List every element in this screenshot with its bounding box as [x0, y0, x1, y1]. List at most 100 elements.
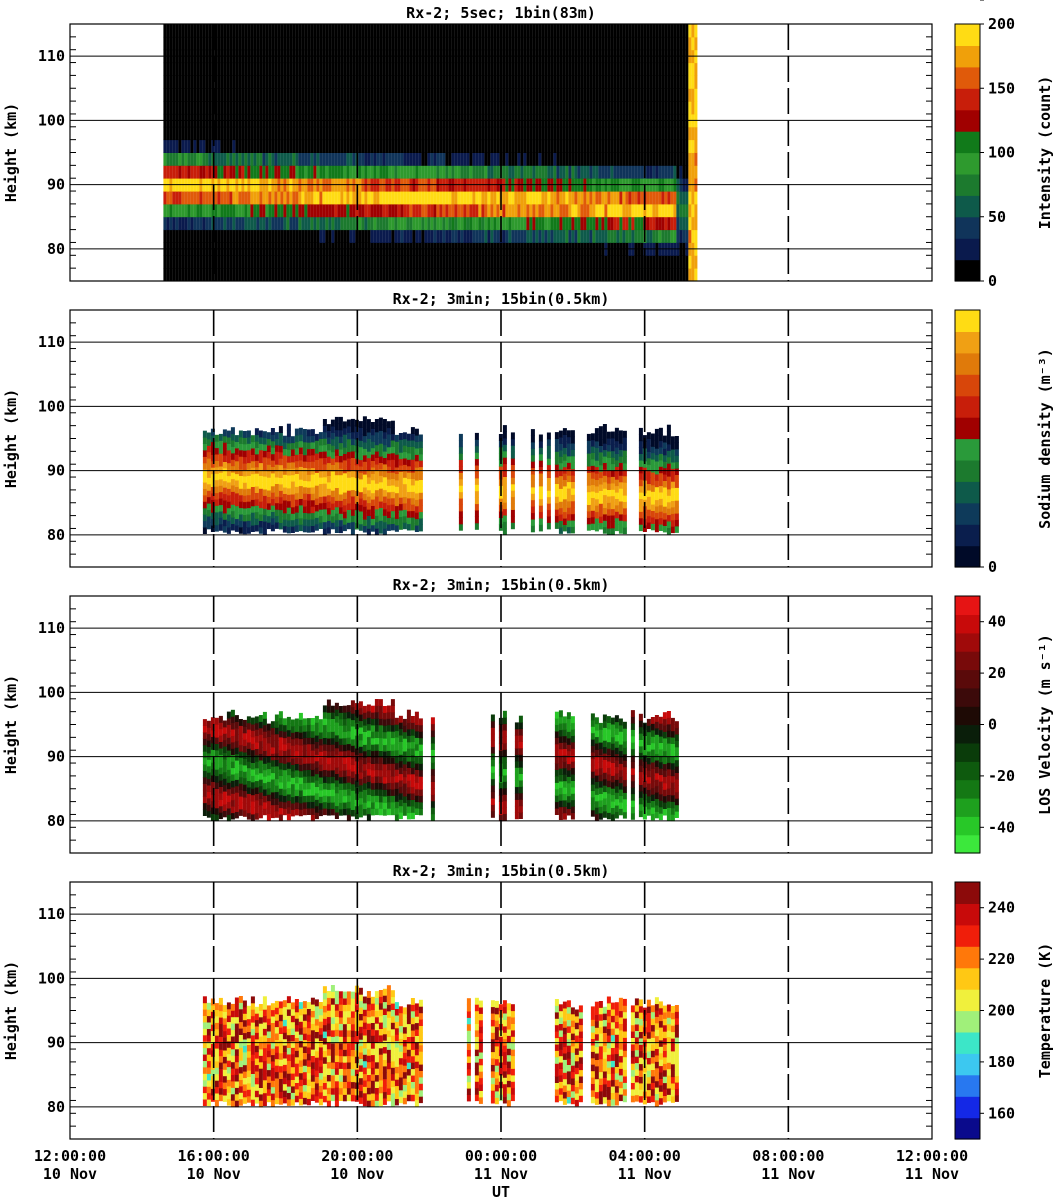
heatmap-cell [270, 511, 275, 519]
heatmap-cell [529, 126, 533, 141]
heatmap-cell [304, 165, 308, 179]
heatmap-cell [172, 165, 176, 179]
heatmap-cell [526, 139, 530, 153]
heatmap-cell [607, 216, 611, 231]
heatmap-cell [541, 152, 545, 166]
heatmap-cell [547, 203, 551, 218]
heatmap-cell [331, 216, 335, 231]
heatmap-cell [325, 101, 329, 115]
heatmap-cell [166, 139, 170, 153]
heatmap-cell [322, 508, 327, 516]
heatmap-cell [382, 438, 387, 446]
heatmap-cell [280, 216, 284, 231]
heatmap-cell [214, 518, 219, 526]
heatmap-cell [398, 433, 403, 440]
heatmap-cell [166, 165, 170, 179]
heatmap-cell [457, 88, 461, 102]
heatmap-cell [502, 36, 506, 51]
heatmap-cell [282, 512, 287, 520]
heatmap-cell [403, 36, 407, 51]
heatmap-cell [202, 152, 206, 166]
heatmap-cell [342, 434, 347, 442]
heatmap-cell [412, 126, 416, 141]
heatmap-cell [529, 165, 533, 179]
heatmap-cell [598, 503, 603, 511]
heatmap-cell [306, 512, 311, 520]
heatmap-cell [190, 152, 194, 166]
heatmap-cell [458, 466, 463, 473]
heatmap-cell [350, 483, 355, 491]
heatmap-cell [286, 75, 290, 89]
heatmap-cell [433, 255, 437, 269]
heatmap-cell [421, 24, 425, 38]
heatmap-cell [310, 442, 315, 449]
heatmap-cell [166, 203, 170, 218]
heatmap-cell [556, 165, 560, 179]
heatmap-cell [337, 216, 341, 231]
heatmap-cell [266, 502, 271, 510]
heatmap-cell [685, 229, 689, 243]
heatmap-cell [559, 24, 563, 38]
heatmap-cell [424, 203, 428, 218]
heatmap-cell [574, 268, 578, 282]
heatmap-cell [322, 457, 327, 465]
heatmap-cell [682, 88, 686, 102]
heatmap-cell [370, 152, 374, 166]
heatmap-cell [349, 101, 353, 115]
heatmap-cell [508, 203, 512, 218]
heatmap-cell [475, 139, 479, 153]
heatmap-cell [235, 139, 239, 153]
heatmap-cell [310, 203, 314, 218]
heatmap-cell [445, 229, 449, 243]
heatmap-cell [266, 438, 271, 446]
heatmap-cell [262, 521, 267, 528]
heatmap-cell [325, 191, 329, 205]
heatmap-cell [343, 268, 347, 282]
heatmap-cell [270, 428, 275, 435]
heatmap-cell [390, 510, 395, 518]
heatmap-cell [406, 255, 410, 269]
heatmap-cell [223, 216, 227, 231]
heatmap-cell [234, 435, 239, 442]
heatmap-cell [266, 432, 271, 440]
heatmap-cell [592, 126, 596, 141]
heatmap-cell [367, 88, 371, 102]
heatmap-cell [496, 165, 500, 179]
heatmap-cell [580, 229, 584, 243]
heatmap-cell [362, 416, 367, 424]
heatmap-cell [530, 474, 535, 481]
heatmap-cell [439, 24, 443, 38]
heatmap-cell [466, 229, 470, 243]
heatmap-cell [442, 255, 446, 269]
heatmap-cell [590, 510, 595, 518]
heatmap-cell [391, 268, 395, 282]
heatmap-cell [397, 216, 401, 231]
heatmap-cell [232, 216, 236, 231]
heatmap-cell [346, 490, 351, 498]
heatmap-cell [614, 504, 619, 512]
heatmap-cell [250, 454, 255, 462]
heatmap-cell [484, 255, 488, 269]
heatmap-cell [181, 24, 185, 38]
heatmap-cell [570, 507, 575, 515]
heatmap-cell [310, 486, 315, 494]
heatmap-cell [673, 24, 677, 38]
heatmap-cell [508, 24, 512, 38]
heatmap-cell [466, 101, 470, 115]
heatmap-cell [487, 75, 491, 89]
heatmap-cell [550, 36, 554, 51]
heatmap-cell [169, 216, 173, 231]
heatmap-cell [289, 268, 293, 282]
heatmap-cell [302, 448, 307, 456]
heatmap-cell [466, 139, 470, 153]
heatmap-cell [526, 88, 530, 102]
heatmap-cell [326, 481, 331, 489]
heatmap-cell [169, 75, 173, 89]
heatmap-cell [358, 24, 362, 38]
heatmap-cell [685, 152, 689, 166]
heatmap-cell [379, 101, 383, 115]
heatmap-cell [448, 203, 452, 218]
heatmap-cell [400, 152, 404, 166]
heatmap-cell [270, 466, 275, 474]
heatmap-cell [412, 75, 416, 89]
